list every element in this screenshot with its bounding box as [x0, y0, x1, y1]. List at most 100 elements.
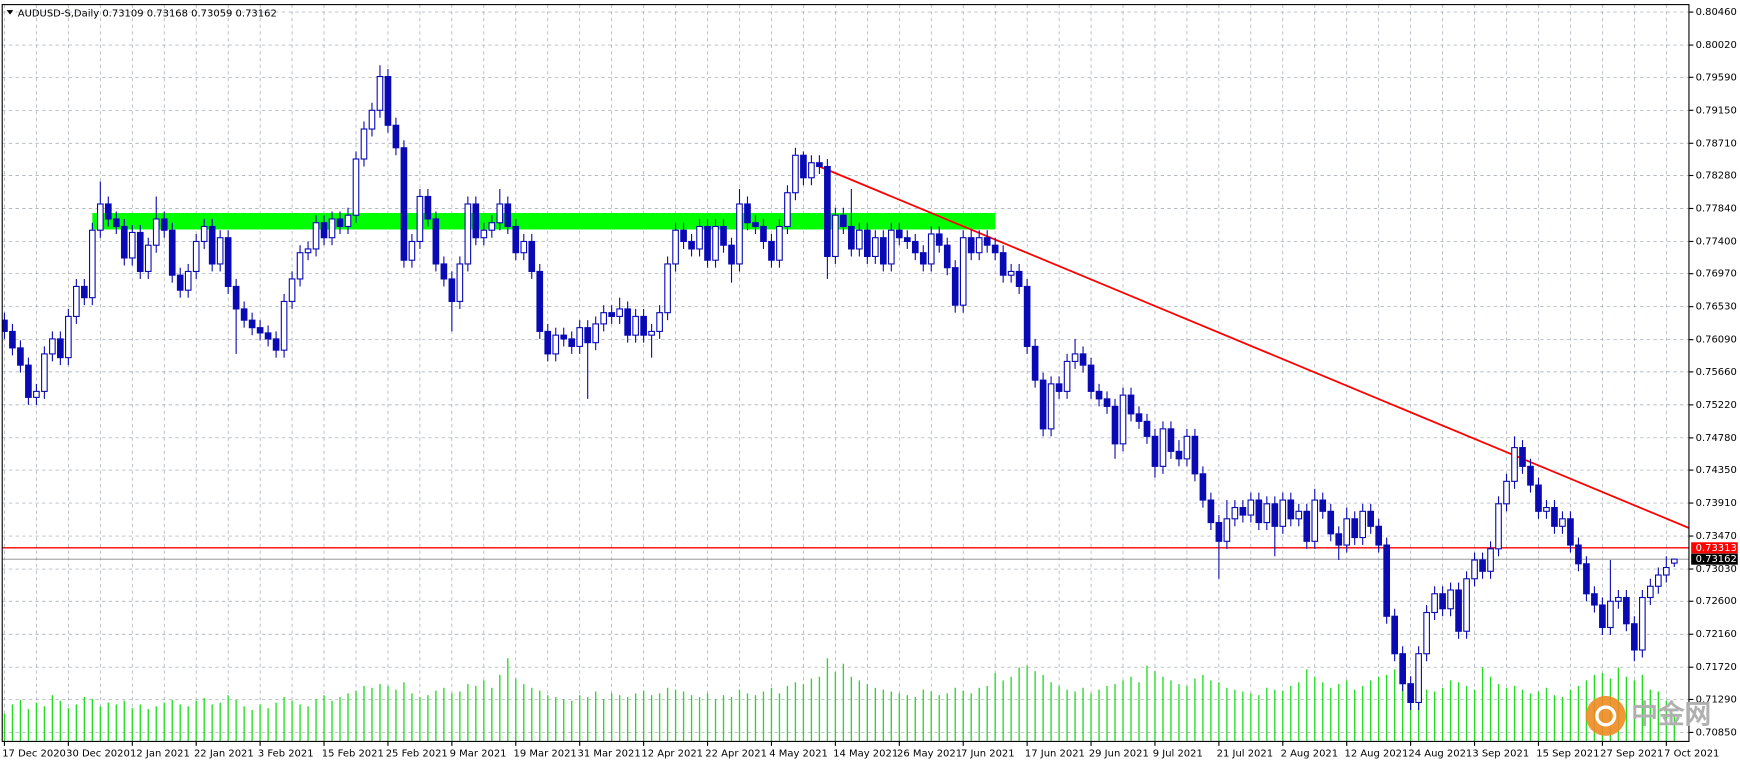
- candle-body: [1519, 447, 1526, 467]
- volume-bar: [1154, 671, 1156, 742]
- candle-body: [304, 248, 312, 254]
- volume-bar: [1306, 669, 1308, 742]
- candle-body: [935, 233, 943, 246]
- volume-bar: [163, 702, 165, 742]
- volume-bar: [579, 695, 581, 742]
- volume-bar: [67, 708, 70, 742]
- volume-bar: [762, 691, 765, 742]
- y-tick-label: 0.73910: [1696, 498, 1737, 509]
- volume-bar: [890, 691, 892, 742]
- candle-body: [384, 75, 392, 126]
- candle-body: [81, 285, 88, 299]
- candle-body: [112, 218, 120, 228]
- x-tick-label: 29 Jun 2021: [1089, 749, 1149, 760]
- volume-bar: [1018, 667, 1020, 742]
- volume-bar: [618, 695, 621, 742]
- candle-body: [1295, 510, 1303, 520]
- candle-body: [696, 225, 703, 250]
- y-tick-label: 0.79150: [1696, 105, 1737, 116]
- candle-body: [528, 240, 536, 272]
- volume-bar: [938, 695, 940, 742]
- candle-body: [616, 308, 623, 317]
- volume-bar: [1194, 678, 1196, 742]
- candle-body: [1023, 285, 1031, 347]
- candle-body: [879, 237, 887, 265]
- volume-bar: [475, 685, 477, 742]
- candle-body: [680, 229, 687, 243]
- candle-body: [832, 214, 839, 258]
- volume-bar: [219, 702, 221, 742]
- volume-bar: [866, 684, 869, 742]
- volume-bar: [610, 693, 613, 742]
- x-tick-label: 9 Mar 2021: [450, 749, 507, 760]
- volume-bar: [1258, 695, 1260, 742]
- volume-bar: [954, 687, 956, 742]
- hline-label: 0.73313: [1696, 543, 1737, 554]
- volume-bar: [1226, 687, 1228, 742]
- y-tick-label: 0.80460: [1696, 7, 1737, 18]
- volume-bar: [1386, 674, 1388, 742]
- volume-bar: [1401, 676, 1404, 742]
- volume-bar: [1665, 700, 1667, 742]
- candle-body: [1575, 544, 1582, 565]
- candle-body: [176, 274, 184, 291]
- volume-bar: [75, 704, 78, 742]
- candle-body: [1623, 596, 1630, 625]
- volume-bar: [1330, 687, 1332, 742]
- volume-bar: [770, 687, 773, 742]
- volume-bar: [115, 704, 117, 742]
- volume-bar: [1322, 682, 1324, 742]
- candle-body: [1175, 450, 1183, 460]
- candle-body: [49, 338, 56, 355]
- candle-body: [368, 109, 376, 130]
- candle-body: [1271, 503, 1279, 527]
- candle-body: [240, 308, 248, 321]
- candle-body: [440, 263, 448, 280]
- volume-bar: [1441, 687, 1444, 742]
- candle-body: [1670, 558, 1678, 564]
- volume-bar: [147, 709, 149, 742]
- chart-title: AUDUSD-S,Daily: [18, 8, 100, 19]
- candle-body: [1391, 615, 1398, 655]
- x-tick-label: 12 Jan 2021: [130, 749, 190, 760]
- volume-bar: [1058, 685, 1060, 742]
- volume-bar: [1250, 693, 1252, 742]
- volume-bar: [11, 704, 14, 742]
- volume-bar: [802, 684, 805, 742]
- volume-bar: [1082, 687, 1084, 742]
- volume-bar: [27, 709, 30, 742]
- x-tick-label: 19 Mar 2021: [514, 749, 577, 760]
- candle-body: [1471, 559, 1478, 580]
- volume-bar: [1513, 685, 1516, 742]
- volume-bar: [1114, 684, 1116, 742]
- y-tick-label: 0.79590: [1696, 72, 1737, 83]
- volume-bar: [323, 695, 325, 742]
- candle-body: [1167, 428, 1175, 452]
- y-tick-label: 0.70850: [1696, 727, 1737, 738]
- volume-bar: [1098, 689, 1100, 742]
- volume-bar: [459, 691, 461, 742]
- volume-bar: [1577, 685, 1580, 742]
- volume-bar: [467, 684, 469, 742]
- candle-body: [704, 225, 711, 261]
- volume-bar: [1417, 687, 1420, 742]
- volume-bar: [91, 698, 93, 742]
- candle-layer: [2, 65, 1678, 710]
- candle-body: [824, 165, 831, 258]
- volume-bar: [946, 693, 948, 742]
- candle-body: [736, 203, 743, 265]
- candle-body: [1367, 510, 1375, 527]
- volume-bar: [515, 678, 517, 742]
- volume-bar: [1481, 667, 1484, 742]
- volume-bar: [1034, 671, 1036, 742]
- candle-body: [864, 229, 871, 258]
- candle-body: [1559, 518, 1566, 527]
- candle-body: [1239, 507, 1247, 516]
- candle-body: [967, 237, 975, 254]
- candle-body: [536, 270, 544, 332]
- candle-body: [400, 147, 408, 261]
- candle-body: [943, 244, 951, 269]
- candle-body: [280, 300, 288, 351]
- x-tick-label: 30 Dec 2020: [66, 749, 130, 760]
